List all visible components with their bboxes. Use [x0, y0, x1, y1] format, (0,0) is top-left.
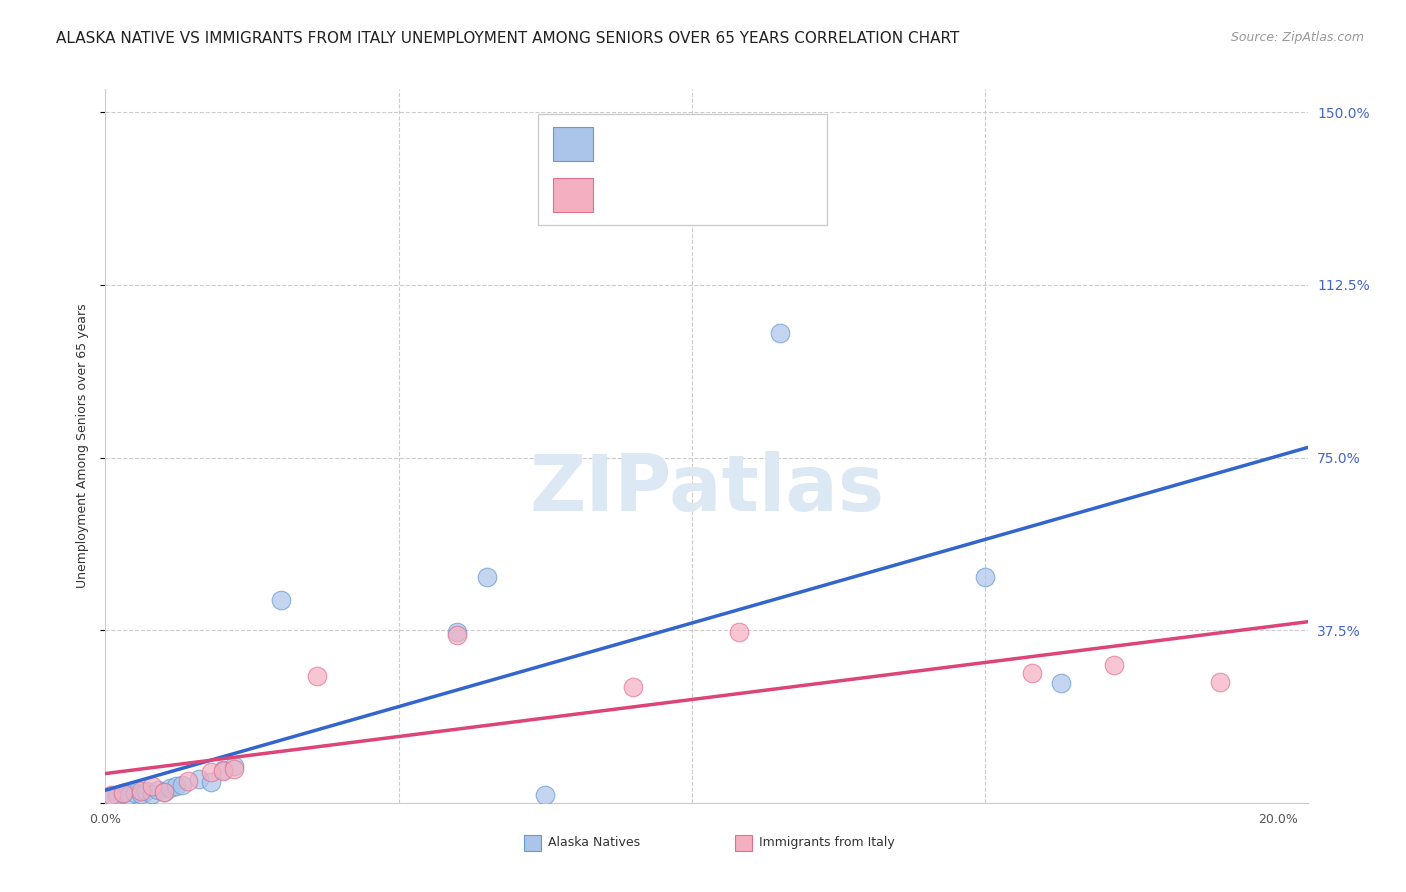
Point [224, 759, 246, 773]
Point [135, 784, 157, 798]
Text: R = 0.588   N = 24: R = 0.588 N = 24 [605, 137, 761, 153]
Point [176, 773, 198, 788]
Point [211, 764, 233, 778]
Point [124, 786, 146, 800]
Point [1208, 675, 1230, 690]
Point [1102, 657, 1125, 672]
Point [1021, 665, 1043, 680]
Point [100, 789, 122, 803]
Text: R = 0.673   N = 16: R = 0.673 N = 16 [605, 187, 761, 202]
Point [534, 788, 557, 802]
Text: Source: ZipAtlas.com: Source: ZipAtlas.com [1230, 31, 1364, 45]
Point [305, 669, 328, 683]
Bar [553, 128, 593, 161]
Point [153, 785, 176, 799]
Point [974, 570, 997, 584]
Point [129, 784, 152, 798]
Point [148, 783, 170, 797]
Point [446, 628, 468, 642]
Y-axis label: Unemployment Among Seniors over 65 years: Unemployment Among Seniors over 65 years [76, 303, 89, 589]
Point [475, 570, 498, 584]
Point [200, 765, 222, 780]
Point [769, 326, 792, 341]
Point [112, 786, 135, 800]
FancyBboxPatch shape [538, 114, 827, 225]
Point [153, 785, 176, 799]
Text: Immigrants from Italy: Immigrants from Italy [759, 837, 894, 849]
Point [129, 787, 152, 801]
Point [1050, 676, 1073, 690]
Point [211, 763, 233, 777]
Point [141, 779, 163, 793]
Text: Alaska Natives: Alaska Natives [547, 837, 640, 849]
Point [188, 772, 211, 786]
Point [112, 786, 135, 800]
Bar [553, 178, 593, 211]
Text: ALASKA NATIVE VS IMMIGRANTS FROM ITALY UNEMPLOYMENT AMONG SENIORS OVER 65 YEARS : ALASKA NATIVE VS IMMIGRANTS FROM ITALY U… [56, 31, 960, 46]
Point [446, 625, 468, 640]
Point [165, 779, 187, 793]
Point [224, 762, 246, 776]
Point [118, 789, 141, 803]
Point [621, 680, 644, 694]
Point [105, 788, 128, 802]
Point [200, 774, 222, 789]
Point [270, 593, 292, 607]
Text: ZIPatlas: ZIPatlas [529, 450, 884, 527]
Point [141, 787, 163, 801]
Point [159, 780, 181, 795]
Point [170, 778, 193, 792]
Point [727, 624, 749, 639]
Point [100, 790, 122, 805]
